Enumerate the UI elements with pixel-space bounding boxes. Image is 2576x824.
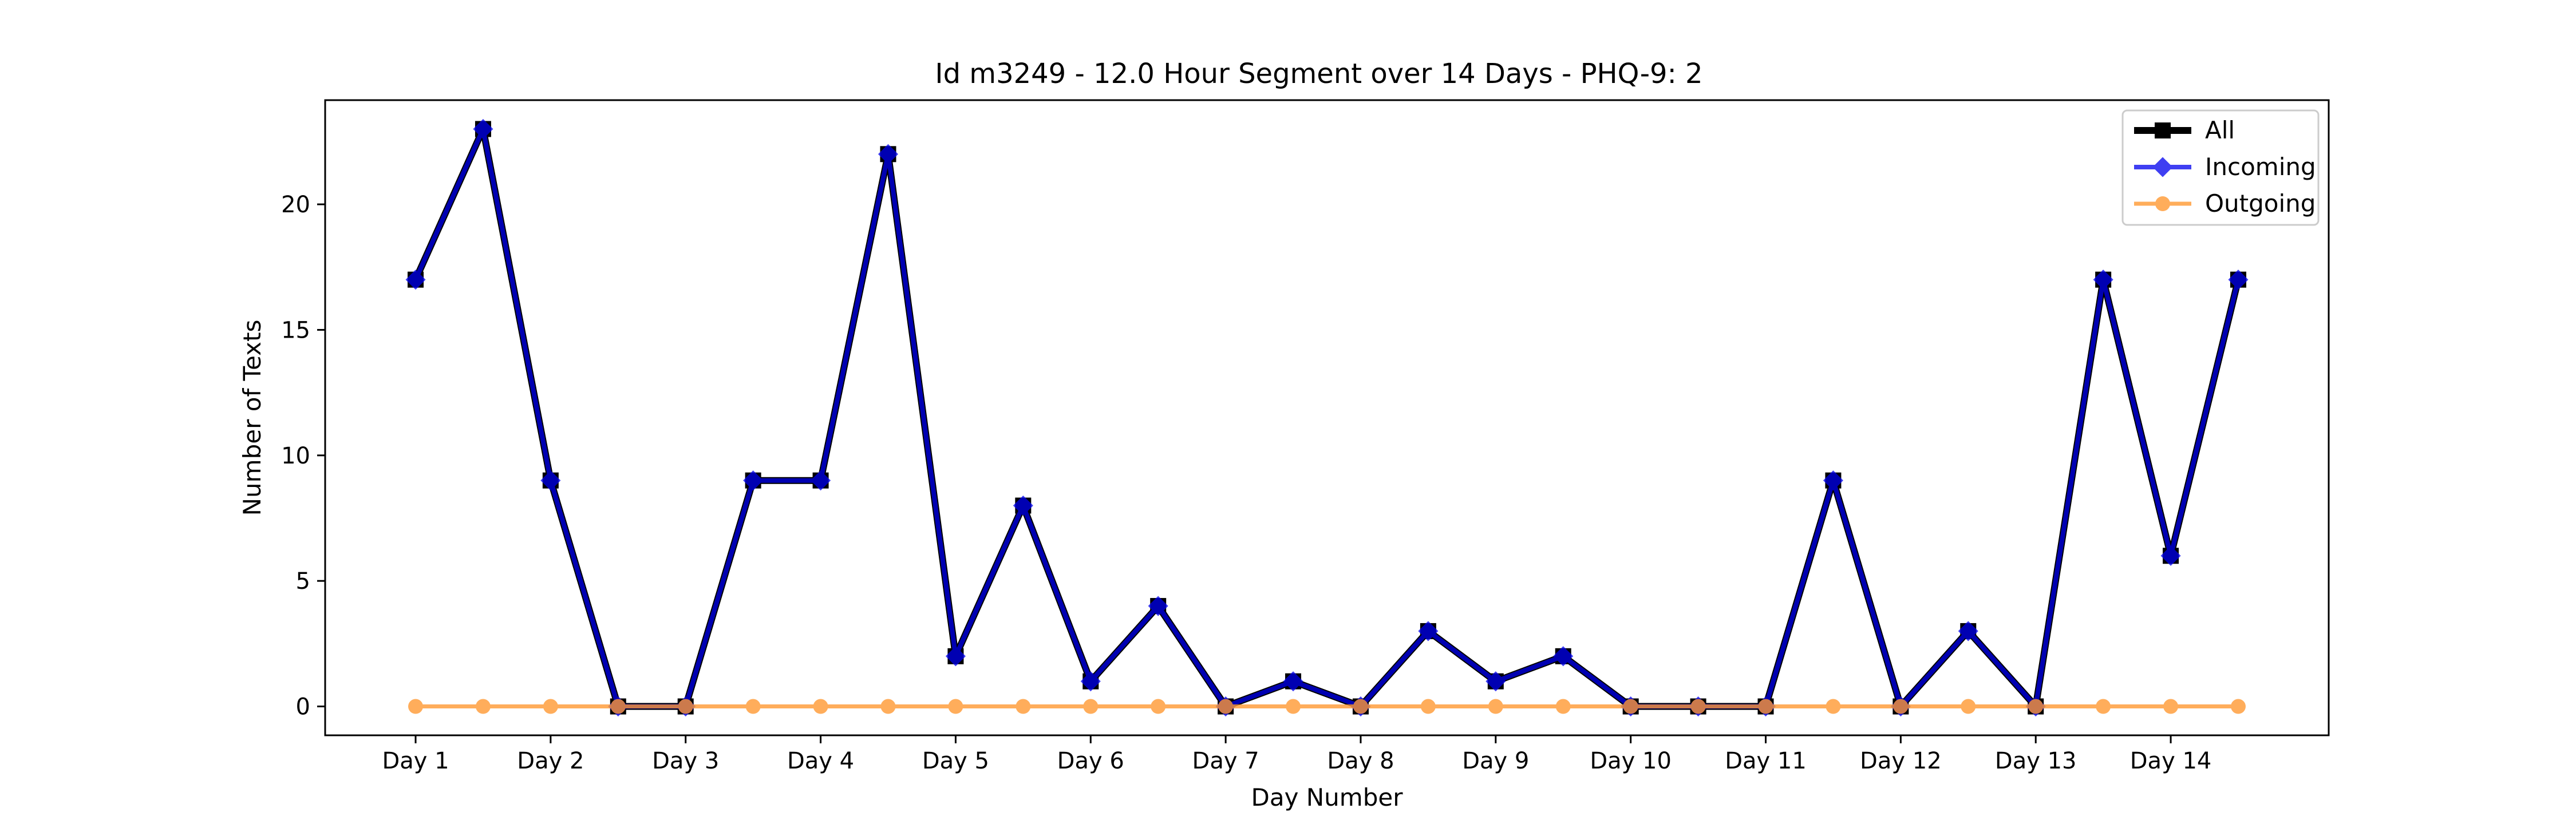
data-point-outgoing	[880, 699, 896, 714]
data-point-outgoing	[1488, 699, 1503, 714]
data-point-outgoing	[813, 699, 828, 714]
data-point-outgoing	[2028, 699, 2044, 714]
data-point-incoming	[1485, 671, 1506, 692]
legend-entry-all	[2134, 122, 2191, 138]
legend-label-all: All	[2205, 116, 2235, 144]
data-point-incoming	[878, 144, 899, 164]
data-point-outgoing	[678, 699, 693, 714]
data-point-incoming	[1283, 671, 1303, 692]
legend-label-incoming: Incoming	[2205, 153, 2316, 181]
data-point-outgoing	[2163, 699, 2179, 714]
x-tick-label: Day 10	[1590, 748, 1672, 774]
data-point-outgoing	[745, 699, 761, 714]
data-point-outgoing	[1893, 699, 1909, 714]
data-point-outgoing	[2096, 699, 2111, 714]
x-tick-label: Day 2	[517, 748, 584, 774]
data-point-incoming	[473, 118, 493, 140]
legend-entry-outgoing	[2134, 196, 2191, 211]
series-line-all	[412, 125, 2242, 710]
x-tick-label: Day 14	[2130, 748, 2212, 774]
data-point-incoming	[1080, 671, 1101, 692]
x-tick-label: Day 1	[382, 748, 449, 774]
data-point-incoming	[1148, 596, 1168, 616]
data-point-outgoing	[2230, 699, 2246, 714]
y-tick-label: 10	[281, 443, 310, 469]
data-point-outgoing	[610, 699, 626, 714]
series-layer	[405, 118, 2249, 717]
data-point-outgoing	[1420, 699, 1436, 714]
data-point-outgoing	[475, 699, 491, 714]
legend-entry-incoming	[2134, 157, 2191, 177]
y-tick-label: 5	[296, 568, 310, 595]
x-tick-label: Day 7	[1192, 748, 1259, 774]
data-point-incoming	[945, 646, 966, 667]
data-point-outgoing	[1016, 699, 1031, 714]
data-point-outgoing	[948, 699, 963, 714]
x-tick-label: Day 8	[1327, 748, 1394, 774]
data-point-outgoing	[408, 699, 424, 714]
data-point-outgoing	[1555, 699, 1571, 714]
ticks-layer: Day 1 Day 2 Day 3 Day 4 Day 5 Day 6 Day 7 Day 8…	[281, 192, 2211, 774]
data-point-incoming	[2160, 545, 2181, 566]
data-point-incoming	[405, 270, 426, 290]
data-point-outgoing	[1623, 699, 1638, 714]
data-point-outgoing	[1758, 699, 1773, 714]
data-point-outgoing	[1826, 699, 1841, 714]
data-point-outgoing	[1353, 699, 1368, 714]
data-point-incoming	[743, 470, 764, 491]
plot-area-frame	[324, 99, 2330, 736]
data-point-outgoing	[1083, 699, 1099, 714]
data-point-outgoing	[1218, 699, 1234, 714]
data-point-incoming	[1418, 621, 1439, 641]
chart-title: Id m3249 - 12.0 Hour Segment over 14 Day…	[935, 58, 1702, 90]
x-axis-label: Day Number	[1251, 783, 1403, 811]
data-point-incoming	[1958, 621, 1978, 641]
x-tick-label: Day 3	[652, 748, 719, 774]
data-point-outgoing	[1151, 699, 1166, 714]
y-tick-label: 0	[296, 694, 310, 720]
series-line-incoming	[413, 126, 2241, 709]
data-point-incoming	[1823, 470, 1843, 491]
legend-marker-incoming	[2152, 157, 2173, 177]
legend: All Incoming Outgoing	[2121, 109, 2320, 226]
x-tick-label: Day 12	[1860, 748, 1942, 774]
data-point-outgoing	[1690, 699, 1706, 714]
y-tick-label: 15	[281, 317, 310, 343]
data-point-incoming	[811, 470, 831, 491]
data-point-incoming	[2228, 270, 2249, 290]
series-outgoing	[408, 699, 2246, 714]
x-tick-label: Day 13	[1995, 748, 2077, 774]
x-tick-label: Day 11	[1725, 748, 1807, 774]
legend-label-outgoing: Outgoing	[2205, 189, 2316, 217]
data-point-outgoing	[1961, 699, 1976, 714]
data-point-outgoing	[1286, 699, 1301, 714]
data-point-incoming	[2093, 270, 2113, 290]
x-tick-label: Day 5	[922, 748, 989, 774]
x-tick-label: Day 6	[1057, 748, 1124, 774]
legend-frame	[2121, 109, 2320, 226]
series-incoming	[405, 118, 2249, 717]
y-axis-label: Number of Texts	[238, 320, 266, 516]
legend-marker-all	[2155, 122, 2171, 138]
data-point-incoming	[1553, 646, 1574, 667]
y-tick-label: 20	[281, 192, 310, 218]
data-point-incoming	[540, 470, 561, 491]
legend-marker-outgoing	[2155, 196, 2170, 211]
data-point-incoming	[1013, 496, 1033, 516]
x-tick-label: Day 9	[1462, 748, 1529, 774]
data-point-outgoing	[543, 699, 558, 714]
x-tick-label: Day 4	[787, 748, 854, 774]
